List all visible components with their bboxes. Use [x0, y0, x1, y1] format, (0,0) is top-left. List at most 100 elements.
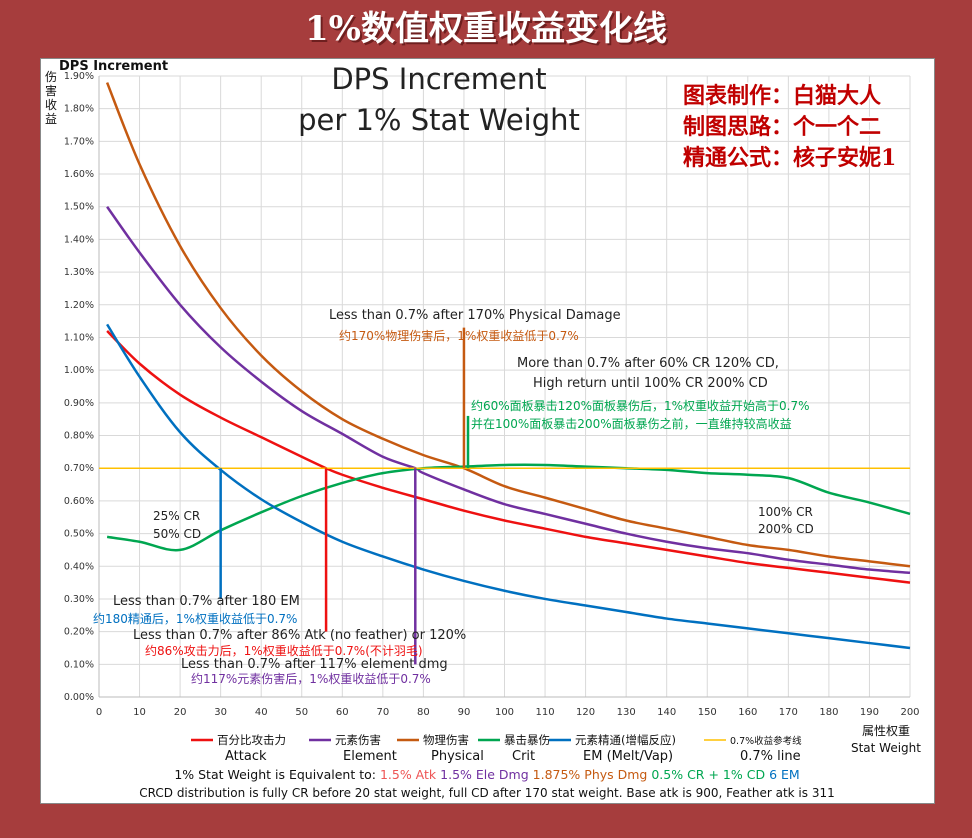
x-tick-10: 100: [495, 707, 514, 718]
annotation-100cr-2: 200% CD: [758, 522, 814, 536]
annotation-em-en: Less than 0.7% after 180 EM: [113, 594, 300, 609]
equiv-ele: 1.5% Ele Dmg: [440, 767, 529, 782]
y-tick-0: 0.00%: [64, 692, 94, 703]
x-tick-11: 110: [536, 707, 555, 718]
annotation-25cr-2: 50% CD: [153, 527, 201, 541]
equiv-phys: 1.875% Phys Dmg: [533, 767, 648, 782]
y-tick-8: 0.80%: [64, 431, 94, 442]
legend-label-en-ref: 0.7% line: [740, 749, 801, 764]
annotation-crit-en-1: More than 0.7% after 60% CR 120% CD,: [517, 356, 779, 371]
equiv-prefix: 1% Stat Weight is Equivalent to:: [174, 767, 380, 782]
y-tick-14: 1.40%: [64, 234, 94, 245]
y-tick-16: 1.60%: [64, 169, 94, 180]
y-tick-17: 1.70%: [64, 136, 94, 147]
x-axis-title-cn: 属性权重: [862, 724, 910, 738]
annotation-crit-en-2: High return until 100% CR 200% CD: [533, 376, 768, 391]
series-line-element: [106, 206, 911, 575]
annotation-element-cn: 约117%元素伤害后，1%权重收益低于0.7%: [191, 671, 431, 686]
x-tick-7: 70: [376, 707, 389, 718]
annotation-atk-en: Less than 0.7% after 86% Atk (no feather…: [133, 628, 466, 643]
x-tick-14: 140: [657, 707, 676, 718]
legend-label-crit: 暴击暴伤: [504, 733, 550, 747]
grid-lines: [98, 75, 911, 698]
x-tick-9: 90: [458, 707, 471, 718]
chart-title-line-2: per 1% Stat Weight: [298, 103, 580, 137]
credit-line-0: 图表制作：白猫大人: [683, 83, 881, 109]
legend-label-em: 元素精通(增幅反应): [575, 733, 676, 747]
annotation-atk-cn: 约86%攻击力后，1%权重收益低于0.7%(不计羽毛): [145, 643, 423, 658]
equiv-crit: 0.5% CR + 1% CD: [651, 767, 765, 782]
series-line-atk: [106, 330, 911, 584]
x-tick-5: 50: [295, 707, 308, 718]
footer-note: CRCD distribution is fully CR before 20 …: [139, 786, 834, 800]
threshold-markers: [219, 327, 470, 665]
y-tick-4: 0.40%: [64, 561, 94, 572]
y-tick-12: 1.20%: [64, 300, 94, 311]
legend-label-ref: 0.7%收益参考线: [730, 735, 802, 747]
y-tick-7: 0.70%: [64, 463, 94, 474]
y-axis-title-cn: 伤害收益: [45, 70, 57, 126]
legend-label-physical: 物理伤害: [423, 733, 469, 747]
x-tick-3: 30: [214, 707, 227, 718]
legend-label-en-atk: Attack: [225, 749, 267, 764]
y-tick-labels: 0.00% 0.10% 0.20% 0.30% 0.40% 0.50% 0.60% 0.70%…: [64, 71, 94, 703]
x-tick-12: 120: [576, 707, 595, 718]
x-tick-15: 150: [698, 707, 717, 718]
series-line-physical: [105, 82, 911, 568]
x-tick-20: 200: [900, 707, 919, 718]
x-tick-4: 40: [255, 707, 268, 718]
annotation-25cr-1: 25% CR: [153, 509, 200, 523]
y-tick-19: 1.90%: [64, 71, 94, 82]
y-tick-18: 1.80%: [64, 104, 94, 115]
x-tick-1: 10: [133, 707, 146, 718]
y-tick-3: 0.30%: [64, 594, 94, 605]
x-tick-13: 130: [617, 707, 636, 718]
annotation-physical-en: Less than 0.7% after 170% Physical Damag…: [329, 308, 621, 323]
series-line-crit: [106, 463, 911, 552]
annotation-100cr-1: 100% CR: [758, 505, 813, 519]
x-tick-0: 0: [96, 707, 102, 718]
y-tick-11: 1.10%: [64, 332, 94, 343]
y-tick-5: 0.50%: [64, 529, 94, 540]
x-tick-labels: 0 10 20 30 40 50 60 70 80 90 100 110 120 130 140 150 160…: [96, 707, 920, 718]
annotation-physical-cn: 约170%物理伤害后，1%权重收益低于0.7%: [339, 328, 579, 343]
legend-label-en-crit: Crit: [512, 749, 535, 764]
credit-line-2: 精通公式：核子安妮1: [683, 145, 896, 171]
legend-label-element: 元素伤害: [335, 733, 381, 747]
y-tick-10: 1.00%: [64, 365, 94, 376]
line-chart: 0.00% 0.10% 0.20% 0.30% 0.40% 0.50% 0.60% 0.70%…: [45, 59, 921, 800]
x-tick-6: 60: [336, 707, 349, 718]
credit-line-1: 制图思路：个一个二: [683, 114, 881, 140]
legend-label-en-em: EM (Melt/Vap): [583, 749, 673, 764]
x-tick-2: 20: [174, 707, 187, 718]
chart-panel: 0.00% 0.10% 0.20% 0.30% 0.40% 0.50% 0.60% 0.70%…: [40, 58, 935, 804]
annotation-crit-cn-2: 并在100%面板暴击200%面板暴伤之前，一直维持较高收益: [471, 416, 792, 431]
x-tick-18: 180: [819, 707, 838, 718]
footer-equivalence: 1% Stat Weight is Equivalent to: 1.5% At…: [174, 767, 799, 782]
legend-label-en-element: Element: [343, 749, 397, 764]
equiv-em: 6 EM: [769, 767, 800, 782]
y-tick-2: 0.20%: [64, 627, 94, 638]
x-tick-8: 80: [417, 707, 430, 718]
y-axis-title-en: DPS Increment: [59, 59, 168, 74]
x-tick-16: 160: [738, 707, 757, 718]
chart-title-line-1: DPS Increment: [331, 62, 546, 96]
series-lines: [99, 82, 911, 650]
x-axis-title-en: Stat Weight: [851, 741, 921, 755]
y-tick-9: 0.90%: [64, 398, 94, 409]
annotation-em-cn: 约180精通后，1%权重收益低于0.7%: [93, 611, 297, 626]
y-tick-13: 1.30%: [64, 267, 94, 278]
series-line-em: [106, 323, 911, 650]
y-tick-1: 0.10%: [64, 659, 94, 670]
x-tick-17: 170: [779, 707, 798, 718]
x-tick-19: 190: [860, 707, 879, 718]
banner-title: 1%数值权重收益变化线: [305, 9, 667, 49]
y-tick-15: 1.50%: [64, 202, 94, 213]
annotation-crit-cn-1: 约60%面板暴击120%面板暴伤后，1%权重收益开始高于0.7%: [471, 398, 810, 413]
annotation-element-en: Less than 0.7% after 117% element dmg: [181, 657, 448, 672]
legend: 百分比攻击力 Attack 元素伤害 Element 物理伤害 Physical 暴击暴伤 C…: [191, 733, 802, 764]
legend-label-en-physical: Physical: [431, 749, 484, 764]
y-tick-6: 0.60%: [64, 496, 94, 507]
legend-label-atk: 百分比攻击力: [217, 733, 286, 747]
